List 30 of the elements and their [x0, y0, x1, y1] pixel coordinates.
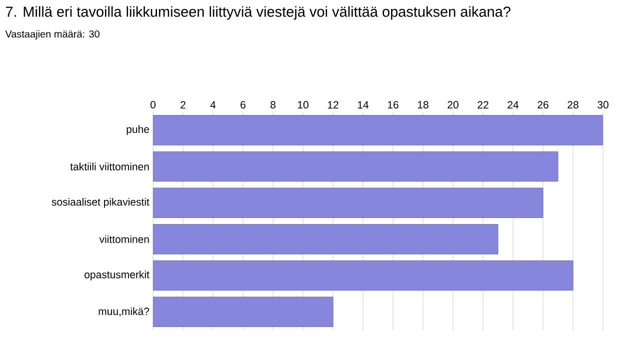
x-tick-label: 6	[240, 101, 246, 108]
text: Vastaajien määrä: 30	[5, 30, 100, 40]
x-tick-label: 8	[270, 101, 276, 108]
x-tick-label: 22	[478, 101, 488, 108]
x-tick-label: 18	[418, 101, 428, 108]
x-tick-label: 26	[538, 101, 548, 108]
x-tick-label: 20	[448, 101, 458, 108]
bar	[153, 115, 604, 146]
bar	[153, 260, 574, 291]
x-tick-label: 14	[358, 101, 369, 108]
bar	[153, 296, 334, 327]
y-tick-label: taktiili viittominen	[70, 162, 149, 170]
x-tick-label: 16	[388, 101, 398, 108]
bar	[153, 188, 544, 218]
y-tick-label: sosiaaliset pikaviestit	[52, 198, 150, 208]
x-tick-label: 4	[210, 101, 216, 108]
x-tick-label: 30	[598, 101, 608, 108]
x-tick-label: 10	[298, 101, 308, 108]
chart-title: 7. Millä eri tavoilla liikkumiseen liittyviä viestejä voi välittää opastuksen aikana?	[6, 6, 510, 20]
x-tick-label: 28	[568, 101, 578, 108]
x-tick-label: 2	[180, 101, 186, 108]
x-tick-label: 12	[328, 101, 338, 108]
bar	[153, 151, 558, 182]
y-tick-label: puhe	[126, 125, 150, 136]
y-tick-label: muu,mikä?	[98, 307, 150, 316]
y-tick-label: viittominen	[99, 235, 149, 244]
y-tick-label: opastusmerkit	[84, 270, 150, 280]
bar	[153, 224, 498, 254]
x-tick-label: 24	[508, 101, 519, 108]
x-tick-label: 0	[150, 101, 156, 108]
